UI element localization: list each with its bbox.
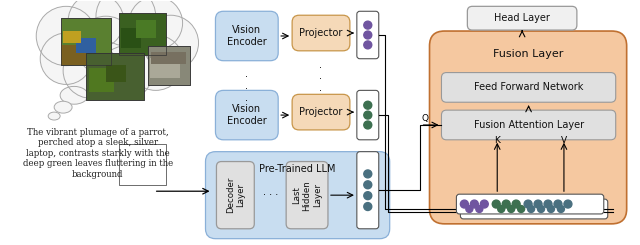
Circle shape — [508, 206, 515, 212]
Circle shape — [68, 0, 124, 49]
Bar — [89, 68, 114, 92]
Bar — [148, 46, 189, 86]
Bar — [121, 28, 141, 48]
FancyBboxPatch shape — [467, 6, 577, 30]
FancyBboxPatch shape — [216, 11, 278, 61]
Circle shape — [564, 200, 572, 208]
Circle shape — [492, 200, 500, 208]
Ellipse shape — [54, 101, 72, 113]
Text: Feed Forward Network: Feed Forward Network — [474, 82, 583, 92]
FancyBboxPatch shape — [292, 15, 350, 51]
Bar — [119, 13, 166, 55]
FancyBboxPatch shape — [357, 11, 379, 59]
Bar — [106, 65, 126, 83]
FancyBboxPatch shape — [357, 152, 379, 229]
FancyBboxPatch shape — [357, 90, 379, 140]
Text: ·
·
·: · · · — [319, 63, 323, 96]
FancyBboxPatch shape — [216, 161, 254, 229]
Circle shape — [143, 15, 198, 71]
FancyBboxPatch shape — [216, 90, 278, 140]
Ellipse shape — [48, 112, 60, 120]
Bar — [63, 31, 81, 43]
Circle shape — [470, 200, 478, 208]
Circle shape — [538, 206, 545, 212]
Circle shape — [554, 200, 562, 208]
Circle shape — [460, 200, 468, 208]
Circle shape — [512, 200, 520, 208]
Circle shape — [527, 206, 534, 212]
Bar — [150, 58, 180, 77]
Text: Pre-Trained LLM: Pre-Trained LLM — [259, 163, 336, 173]
Text: · · ·: · · · — [262, 190, 278, 200]
Bar — [119, 144, 166, 185]
Circle shape — [129, 0, 182, 50]
Text: ·
·
·: · · · — [245, 73, 248, 106]
Circle shape — [364, 181, 372, 189]
Text: The vibrant plumage of a parrot,
perched atop a sleek, silver
laptop, contrasts : The vibrant plumage of a parrot, perched… — [23, 128, 173, 179]
Circle shape — [502, 200, 510, 208]
Circle shape — [36, 6, 96, 66]
Text: Last
Hidden
Layer: Last Hidden Layer — [292, 180, 322, 210]
Circle shape — [534, 200, 542, 208]
Text: Vision
Encoder: Vision Encoder — [227, 104, 267, 126]
Bar — [119, 13, 166, 55]
Circle shape — [364, 192, 372, 200]
Bar — [61, 18, 111, 65]
Bar — [61, 45, 86, 65]
Text: Fusion Attention Layer: Fusion Attention Layer — [474, 120, 584, 130]
Circle shape — [518, 206, 525, 212]
Bar — [76, 38, 96, 53]
Bar — [86, 53, 144, 100]
Circle shape — [364, 41, 372, 49]
Circle shape — [128, 35, 184, 90]
Circle shape — [547, 206, 554, 212]
Circle shape — [364, 203, 372, 210]
Text: Projector: Projector — [300, 107, 342, 117]
Text: Q: Q — [422, 113, 429, 122]
Bar — [148, 46, 189, 86]
FancyBboxPatch shape — [460, 199, 608, 219]
Circle shape — [364, 101, 372, 109]
FancyBboxPatch shape — [442, 110, 616, 140]
Circle shape — [544, 200, 552, 208]
Ellipse shape — [60, 86, 88, 104]
Bar — [86, 53, 144, 100]
Circle shape — [364, 31, 372, 39]
Text: K: K — [494, 136, 500, 145]
Circle shape — [364, 21, 372, 29]
Text: Head Layer: Head Layer — [494, 13, 550, 23]
Text: Decoder
Layer: Decoder Layer — [226, 177, 245, 213]
FancyBboxPatch shape — [442, 73, 616, 102]
FancyBboxPatch shape — [292, 94, 350, 130]
Circle shape — [364, 111, 372, 119]
Circle shape — [63, 43, 119, 98]
Text: V: V — [561, 136, 567, 145]
Circle shape — [40, 33, 92, 85]
Circle shape — [476, 206, 483, 212]
Text: Vision
Encoder: Vision Encoder — [227, 25, 267, 47]
FancyBboxPatch shape — [205, 152, 390, 239]
Circle shape — [466, 206, 473, 212]
Circle shape — [557, 206, 564, 212]
Circle shape — [364, 170, 372, 178]
FancyBboxPatch shape — [456, 194, 604, 214]
FancyBboxPatch shape — [286, 161, 328, 229]
Circle shape — [364, 121, 372, 129]
Circle shape — [498, 206, 505, 212]
Circle shape — [480, 200, 488, 208]
Text: Fusion Layer: Fusion Layer — [493, 49, 563, 59]
Bar — [136, 20, 156, 38]
Text: Projector: Projector — [300, 28, 342, 38]
Bar — [61, 18, 111, 65]
Bar — [151, 52, 186, 64]
Circle shape — [99, 46, 153, 99]
FancyBboxPatch shape — [429, 31, 627, 224]
Circle shape — [96, 0, 156, 46]
Circle shape — [76, 16, 136, 75]
Circle shape — [524, 200, 532, 208]
